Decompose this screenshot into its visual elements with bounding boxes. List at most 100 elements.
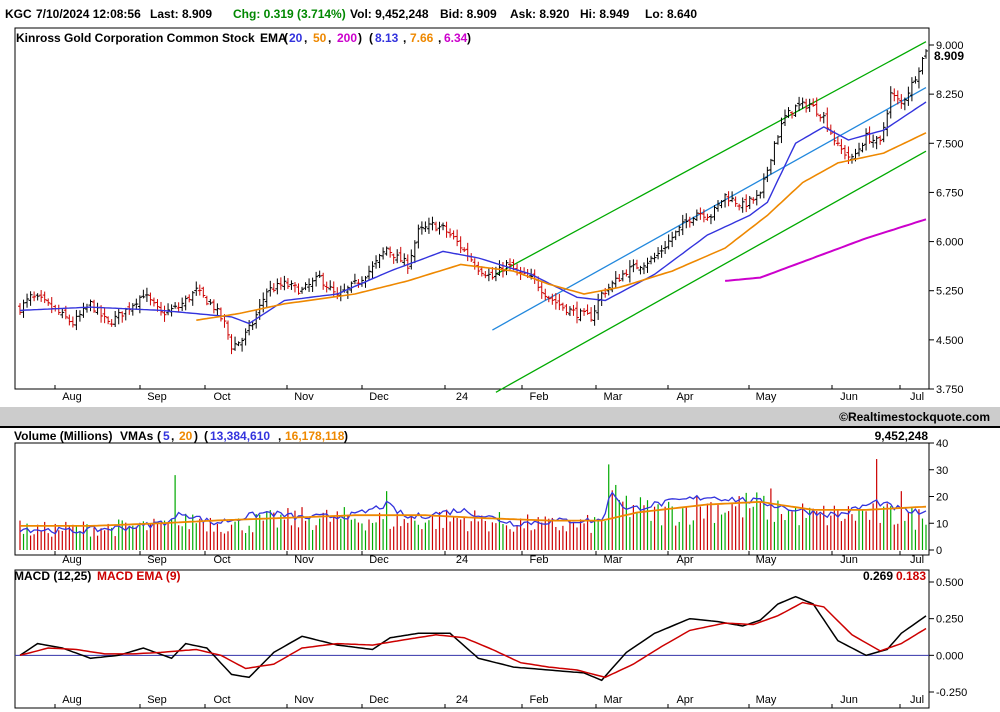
price-bar — [243, 328, 248, 346]
price-bars — [18, 49, 928, 355]
header-bid: Bid: 8.909 — [440, 7, 497, 21]
macd-month-label-5: 24 — [456, 694, 468, 706]
macd-lines — [15, 595, 929, 682]
price-ytick-label-2: 7.500 — [936, 138, 964, 150]
header-datetime: 7/10/2024 12:08:56 — [36, 7, 141, 21]
macd-plot-area — [14, 569, 930, 709]
price-bar — [744, 194, 749, 213]
price-bar — [627, 260, 632, 283]
price-bar — [42, 291, 47, 304]
price-bar — [134, 298, 139, 310]
price-bar — [218, 307, 223, 322]
price-bar — [225, 320, 230, 340]
vma20-line — [20, 500, 927, 527]
price-bar — [909, 77, 914, 102]
price-bar — [782, 109, 787, 127]
price-bar — [367, 265, 372, 281]
price-channel — [492, 41, 927, 393]
price-month-label-9: May — [756, 391, 777, 403]
macd-signal-last-value: 0.183 — [896, 569, 926, 583]
price-bar — [895, 90, 900, 105]
price-bar — [652, 252, 657, 263]
macd-last-value: 0.269 — [863, 569, 893, 583]
macd-ytick-label-0: 0.500 — [936, 577, 964, 589]
price-bar — [920, 56, 925, 75]
price-bar — [303, 282, 308, 291]
header-symbol: KGC — [5, 7, 32, 21]
price-bar — [159, 301, 164, 316]
price-ytick-label-1: 8.250 — [936, 89, 964, 101]
channel-lower-line — [495, 150, 927, 393]
price-bar — [106, 316, 111, 325]
price-bar — [663, 240, 668, 254]
price-ytick-label-0: 9.000 — [936, 40, 964, 52]
volume-vmas — [19, 491, 927, 535]
macd-month-label-2: Oct — [213, 694, 230, 706]
price-bar — [208, 299, 213, 306]
price-bar — [183, 295, 188, 311]
price-month-label-0: Aug — [62, 391, 82, 403]
price-month-label-5: 24 — [456, 391, 468, 403]
price-bar — [455, 229, 460, 247]
price-bar — [391, 253, 396, 264]
vol-month-label-11: Jul — [910, 554, 924, 566]
price-ytick-label-7: 3.750 — [936, 384, 964, 396]
price-month-label-4: Dec — [369, 391, 389, 403]
header-hi: Hi: 8.949 — [580, 7, 630, 21]
price-bar — [264, 288, 269, 309]
price-bar — [412, 240, 417, 264]
price-bar — [737, 203, 742, 211]
price-month-label-3: Nov — [294, 391, 314, 403]
price-bar — [194, 281, 199, 296]
price-bar — [839, 139, 844, 155]
macd-ytick-label-1: 0.250 — [936, 614, 964, 626]
price-y-axis: 9.000 8.250 7.500 6.750 6.000 5.250 4.500 3.750 — [929, 40, 964, 396]
price-bar — [592, 305, 597, 326]
price-bar — [800, 97, 805, 109]
price-bar — [649, 255, 654, 265]
price-bar — [768, 158, 773, 175]
price-bar — [462, 247, 467, 253]
ema200-value: 6.34 — [444, 31, 468, 45]
price-bar — [557, 293, 562, 311]
macd-y-axis: 0.500 0.250 0.000 -0.250 — [929, 577, 967, 699]
volume-title: Volume (Millions) — [14, 429, 112, 443]
vol-month-label-5: 24 — [456, 554, 468, 566]
price-bar — [46, 298, 51, 306]
price-bar — [701, 209, 706, 223]
price-bar — [356, 279, 361, 288]
price-bar — [733, 196, 738, 207]
price-bar — [416, 224, 421, 249]
ema20-line — [19, 101, 927, 325]
price-bar — [641, 262, 646, 275]
price-bar — [289, 280, 294, 290]
price-bar — [842, 145, 847, 160]
price-bar — [458, 236, 463, 253]
price-bar — [204, 295, 209, 306]
price-x-axis: Aug Sep Oct Nov Dec 24 Feb Mar Apr May Jun Jul — [54, 385, 924, 403]
price-bar — [409, 249, 414, 270]
price-bar — [624, 269, 629, 277]
vol-month-label-9: May — [756, 554, 777, 566]
volume-plot-area — [14, 442, 930, 556]
price-bar — [793, 104, 798, 117]
macd-panel: MACD (12,25) MACD EMA (9) 0.269 0.183 0.… — [14, 569, 967, 709]
price-bar — [899, 94, 904, 109]
price-plot-area — [14, 27, 930, 390]
price-bar — [307, 278, 312, 292]
price-ytick-label-6: 4.500 — [936, 335, 964, 347]
price-bar — [680, 214, 685, 236]
price-bar — [656, 247, 661, 260]
price-bar — [719, 200, 724, 209]
vma-label: VMAs — [120, 429, 154, 443]
macd-month-label-8: Apr — [676, 694, 693, 706]
vma-values-open: ( — [204, 429, 208, 443]
ema-values-comma-1: , — [403, 31, 406, 45]
ema-comma-2: , — [328, 31, 331, 45]
vma-comma-1: , — [171, 429, 174, 443]
price-bar — [716, 200, 721, 212]
price-bar — [32, 291, 37, 302]
price-bar — [430, 216, 435, 231]
price-bar — [878, 135, 883, 145]
price-bar — [835, 136, 840, 147]
